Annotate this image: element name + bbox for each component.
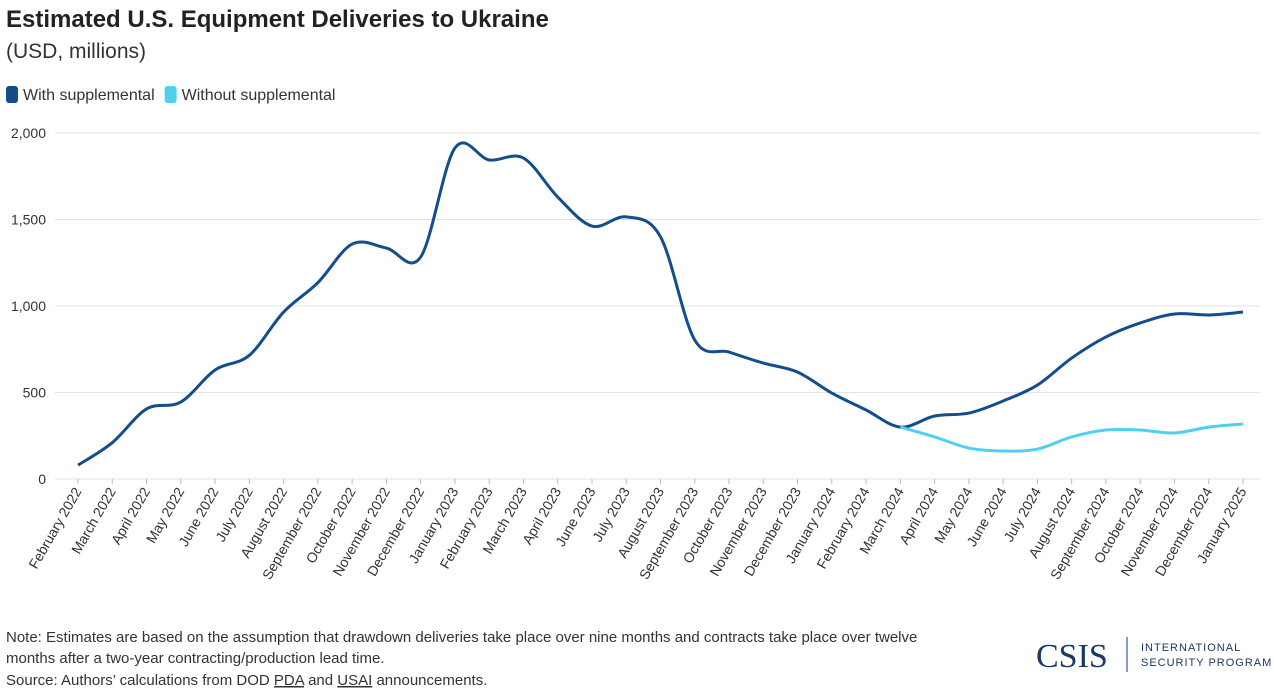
- source-text: and: [304, 672, 337, 689]
- legend-swatch: [164, 86, 177, 103]
- source-link[interactable]: USAI: [337, 672, 372, 689]
- source: Source: Authors’ calculations from DOD P…: [6, 672, 487, 689]
- x-tick-label: February 2022: [25, 484, 84, 571]
- legend-label: With supplemental: [23, 87, 155, 104]
- note-line: Note: Estimates are based on the assumpt…: [6, 629, 917, 646]
- series-line: [899, 422, 1244, 453]
- logo-program: SECURITY PROGRAM: [1141, 657, 1272, 669]
- source-text: Source: Authors’ calculations from DOD: [6, 672, 274, 689]
- note-line: months after a two-year contracting/prod…: [6, 650, 385, 667]
- source-text: announcements.: [372, 672, 487, 689]
- y-tick-label: 2,000: [11, 125, 46, 141]
- series-line: [77, 141, 1244, 467]
- logo-name: CSIS: [1036, 638, 1108, 675]
- y-tick-label: 1,000: [11, 298, 46, 314]
- y-tick-label: 500: [23, 385, 47, 401]
- legend-label: Without supplemental: [182, 87, 336, 104]
- y-tick-label: 0: [38, 471, 46, 487]
- logo-program: INTERNATIONAL: [1141, 642, 1241, 654]
- chart-title: Estimated U.S. Equipment Deliveries to U…: [6, 6, 549, 33]
- chart-subtitle: (USD, millions): [6, 40, 146, 63]
- legend-swatch: [6, 86, 18, 103]
- y-tick-label: 1,500: [11, 212, 46, 228]
- source-link[interactable]: PDA: [274, 672, 305, 689]
